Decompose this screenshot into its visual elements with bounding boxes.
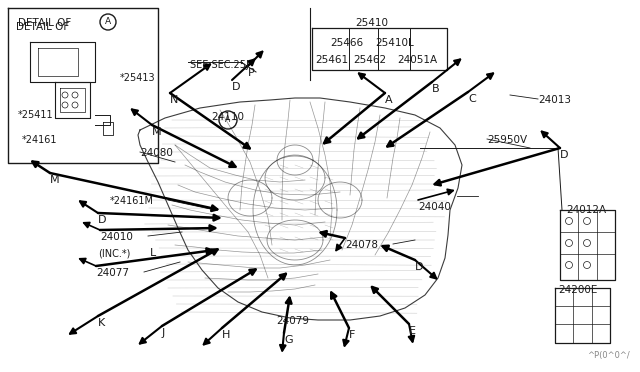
Text: D: D — [98, 215, 106, 225]
Text: B: B — [432, 84, 440, 94]
Text: 24080: 24080 — [140, 148, 173, 158]
Text: 25410: 25410 — [355, 18, 388, 28]
Text: 25462: 25462 — [353, 55, 386, 65]
Text: 24110: 24110 — [211, 112, 244, 122]
Text: J: J — [162, 328, 165, 338]
Text: K: K — [98, 318, 105, 328]
Text: M: M — [50, 175, 60, 185]
Text: A: A — [385, 95, 392, 105]
Text: 24200E: 24200E — [558, 285, 597, 295]
Circle shape — [219, 111, 237, 129]
Text: H: H — [222, 330, 230, 340]
Text: D: D — [560, 150, 568, 160]
Text: A: A — [225, 115, 230, 125]
Text: 25410L: 25410L — [375, 38, 413, 48]
Text: 24010: 24010 — [100, 232, 133, 242]
Text: P: P — [248, 68, 255, 78]
Text: SEE SEC.25J: SEE SEC.25J — [190, 60, 249, 70]
Text: *24161M: *24161M — [110, 196, 154, 206]
Text: *24161: *24161 — [22, 135, 58, 145]
Text: 24012A: 24012A — [566, 205, 606, 215]
Text: *25411: *25411 — [18, 110, 54, 120]
Text: D: D — [415, 262, 424, 272]
Text: F: F — [349, 330, 355, 340]
Text: C: C — [468, 94, 476, 104]
Text: L: L — [150, 248, 156, 258]
Text: E: E — [409, 326, 416, 336]
Text: 24051A: 24051A — [397, 55, 437, 65]
Text: 25461: 25461 — [315, 55, 348, 65]
Text: N: N — [170, 95, 179, 105]
Text: 24079: 24079 — [276, 316, 309, 326]
Text: A: A — [105, 17, 111, 26]
Text: G: G — [284, 335, 292, 345]
Text: 25950V: 25950V — [487, 135, 527, 145]
Text: (INC.*): (INC.*) — [98, 248, 131, 258]
Text: D: D — [232, 82, 241, 92]
Text: *25413: *25413 — [120, 73, 156, 83]
Text: 24040: 24040 — [418, 202, 451, 212]
Text: 24078: 24078 — [345, 240, 378, 250]
Text: M: M — [152, 127, 162, 137]
Text: 25466: 25466 — [330, 38, 363, 48]
Text: ^P(0^0^/: ^P(0^0^/ — [588, 351, 630, 360]
Text: DETAIL OF: DETAIL OF — [18, 18, 71, 28]
Text: DETAIL OF: DETAIL OF — [16, 22, 69, 32]
Text: 24013: 24013 — [538, 95, 571, 105]
Text: 24077: 24077 — [96, 268, 129, 278]
Circle shape — [100, 14, 116, 30]
